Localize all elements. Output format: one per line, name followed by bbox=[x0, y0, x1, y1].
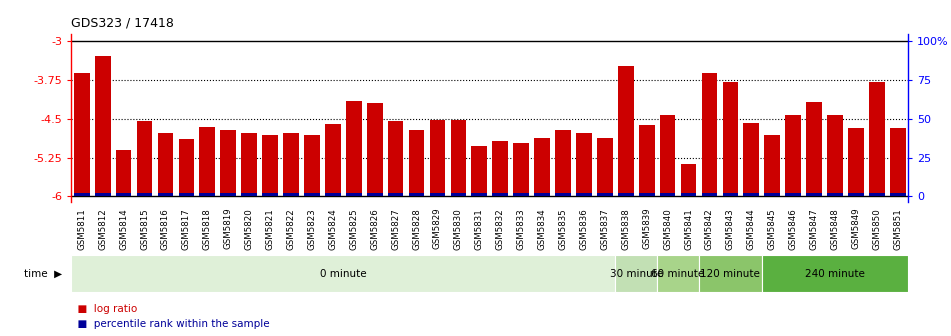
Bar bbox=[388, 122, 403, 197]
Bar bbox=[618, 66, 633, 197]
Bar bbox=[806, 102, 822, 197]
Bar bbox=[158, 133, 173, 197]
Bar bbox=[409, 193, 424, 197]
Bar bbox=[702, 193, 717, 197]
Text: ■  log ratio: ■ log ratio bbox=[71, 304, 138, 314]
Bar bbox=[430, 193, 445, 197]
Bar bbox=[848, 128, 864, 197]
Bar bbox=[555, 130, 571, 197]
Bar bbox=[95, 193, 110, 197]
Text: 30 minute: 30 minute bbox=[610, 269, 663, 279]
Bar bbox=[200, 127, 215, 197]
Bar bbox=[869, 82, 884, 197]
Bar bbox=[576, 193, 592, 197]
Bar bbox=[723, 82, 738, 197]
Bar bbox=[618, 193, 633, 197]
Bar bbox=[699, 255, 762, 292]
Bar bbox=[639, 193, 654, 197]
Text: GDS323 / 17418: GDS323 / 17418 bbox=[71, 17, 174, 30]
Bar bbox=[137, 193, 152, 197]
Bar bbox=[493, 193, 508, 197]
Bar bbox=[534, 138, 550, 197]
Bar bbox=[137, 122, 152, 197]
Bar bbox=[325, 193, 340, 197]
Bar bbox=[660, 193, 675, 197]
Bar bbox=[262, 135, 278, 197]
Bar bbox=[534, 193, 550, 197]
Bar bbox=[657, 255, 699, 292]
Text: time  ▶: time ▶ bbox=[24, 269, 62, 279]
Bar bbox=[639, 125, 654, 197]
Bar bbox=[576, 133, 592, 197]
Bar bbox=[765, 135, 780, 197]
Bar bbox=[890, 193, 905, 197]
Text: 0 minute: 0 minute bbox=[320, 269, 367, 279]
Bar bbox=[451, 120, 466, 197]
Bar bbox=[744, 123, 759, 197]
Text: 60 minute: 60 minute bbox=[651, 269, 705, 279]
Bar bbox=[242, 193, 257, 197]
Text: 120 minute: 120 minute bbox=[701, 269, 760, 279]
Bar bbox=[472, 193, 487, 197]
Bar bbox=[95, 56, 110, 197]
Bar bbox=[744, 193, 759, 197]
Bar bbox=[346, 101, 361, 197]
Bar bbox=[262, 193, 278, 197]
Bar bbox=[116, 193, 131, 197]
Bar bbox=[283, 193, 299, 197]
Bar bbox=[514, 193, 529, 197]
Bar bbox=[221, 193, 236, 197]
Bar bbox=[74, 73, 89, 197]
Bar bbox=[890, 128, 905, 197]
Bar bbox=[786, 193, 801, 197]
Bar bbox=[660, 115, 675, 197]
Bar bbox=[179, 138, 194, 197]
Bar bbox=[242, 133, 257, 197]
Bar bbox=[555, 193, 571, 197]
Bar bbox=[74, 193, 89, 197]
Bar bbox=[681, 193, 696, 197]
Bar bbox=[597, 138, 612, 197]
Text: 240 minute: 240 minute bbox=[805, 269, 864, 279]
Bar bbox=[597, 193, 612, 197]
Bar bbox=[848, 193, 864, 197]
Bar bbox=[179, 193, 194, 197]
Bar bbox=[325, 124, 340, 197]
Bar bbox=[304, 135, 320, 197]
Bar bbox=[221, 130, 236, 197]
Bar bbox=[451, 193, 466, 197]
Bar bbox=[158, 193, 173, 197]
Bar bbox=[367, 193, 382, 197]
Bar bbox=[723, 193, 738, 197]
Bar bbox=[283, 133, 299, 197]
Bar bbox=[681, 164, 696, 197]
Bar bbox=[827, 115, 843, 197]
Bar bbox=[388, 193, 403, 197]
Bar bbox=[869, 193, 884, 197]
Bar bbox=[472, 146, 487, 197]
Bar bbox=[346, 193, 361, 197]
Bar bbox=[200, 193, 215, 197]
Bar bbox=[765, 193, 780, 197]
Bar bbox=[430, 120, 445, 197]
Bar bbox=[514, 143, 529, 197]
Bar bbox=[762, 255, 908, 292]
Bar bbox=[702, 73, 717, 197]
Bar bbox=[786, 115, 801, 197]
Bar bbox=[806, 193, 822, 197]
Bar bbox=[493, 140, 508, 197]
Bar bbox=[116, 150, 131, 197]
Text: ■  percentile rank within the sample: ■ percentile rank within the sample bbox=[71, 319, 270, 329]
Bar bbox=[409, 130, 424, 197]
Bar bbox=[367, 103, 382, 197]
Bar bbox=[71, 255, 615, 292]
Bar bbox=[827, 193, 843, 197]
Bar bbox=[615, 255, 657, 292]
Bar bbox=[304, 193, 320, 197]
